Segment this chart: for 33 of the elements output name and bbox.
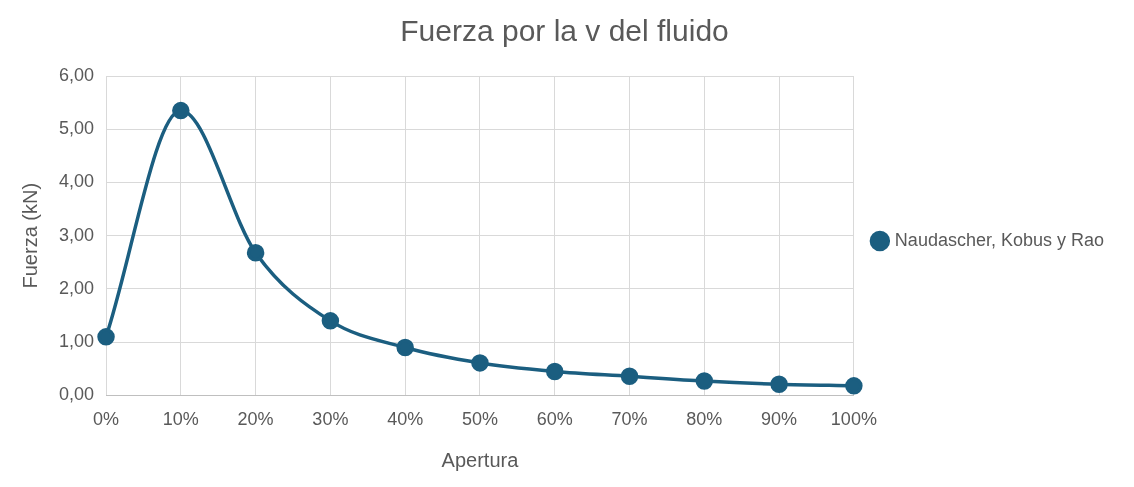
point [471, 354, 489, 372]
x-tick-label: 80% [686, 409, 723, 430]
y-tick-label: 1,00 [58, 331, 95, 352]
x-tick-label: 100% [830, 409, 877, 430]
y-tick-label: 3,00 [58, 224, 95, 245]
y-tick-label: 4,00 [58, 171, 95, 192]
x-tick-label: 70% [611, 409, 648, 430]
x-tick-label: 60% [536, 409, 573, 430]
point [97, 328, 115, 346]
x-tick-label: 30% [312, 409, 349, 430]
x-tick-label: 10% [162, 409, 199, 430]
x-tick-label: 0% [93, 409, 120, 430]
point [770, 375, 788, 393]
point [695, 372, 714, 390]
point [845, 377, 863, 395]
y-tick-label: 5,00 [58, 118, 95, 139]
y-axis-title: Fuerza (kN) [18, 182, 41, 289]
point [246, 243, 265, 262]
point [172, 101, 190, 120]
chart-title: Fuerza por la v del fluido [400, 14, 729, 48]
y-tick-label: 0,00 [58, 384, 95, 405]
x-axis-title: Apertura [441, 448, 520, 471]
x-tick-label: 40% [387, 409, 424, 430]
point [321, 312, 340, 330]
y-tick-label: 2,00 [58, 277, 95, 298]
point [396, 338, 414, 357]
x-tick-label: 20% [237, 409, 274, 430]
x-tick-label: 90% [761, 409, 798, 430]
x-tick-label: 50% [461, 409, 498, 430]
y-tick-label: 6,00 [58, 64, 95, 85]
point [545, 362, 564, 381]
point [620, 367, 639, 385]
legend-label: Naudascher, Kobus y Rao [894, 229, 1105, 250]
